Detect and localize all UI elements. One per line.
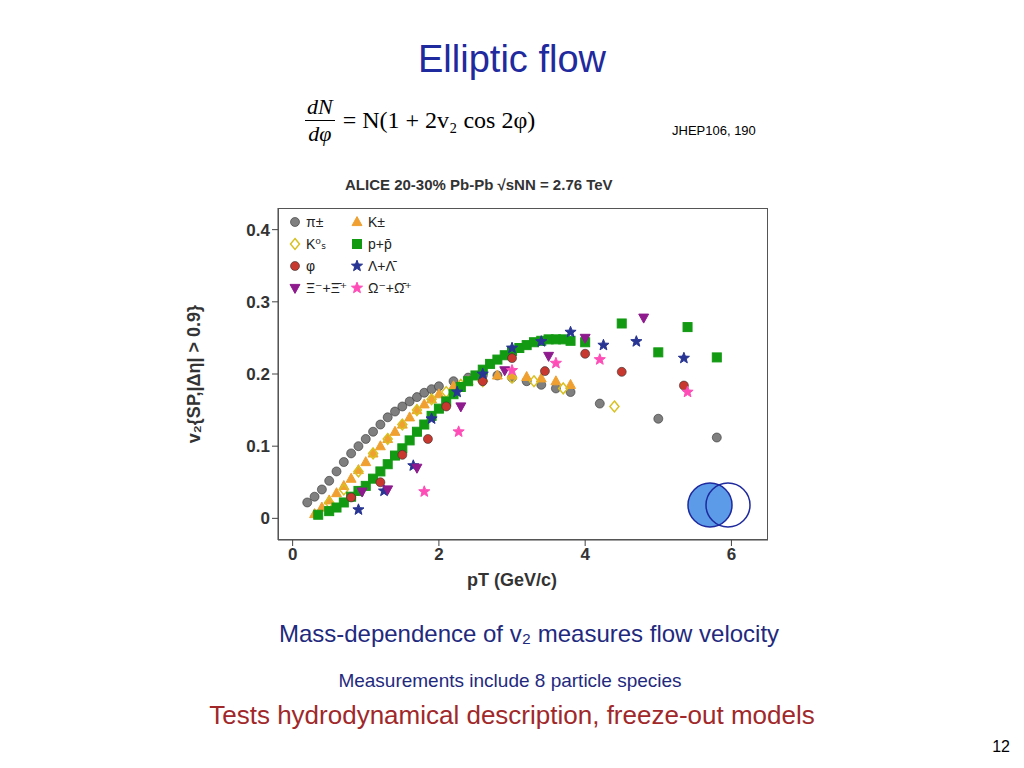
html-text:= N(1 + 2v₂ cos 2φ): = N(1 + 2v₂ cos 2φ) [342,107,536,133]
html-text:p+p̄: p+p̄ [368,236,392,252]
svg-text:0.1: 0.1 [246,437,270,456]
svg-text:0: 0 [288,545,297,564]
html-text:ALICE 20-30% Pb-Pb √sNN = 2.76: ALICE 20-30% Pb-Pb √sNN = 2.76 TeV [345,176,613,193]
svg-text:0.4: 0.4 [246,221,270,240]
svg-text:2: 2 [434,545,443,564]
html-text:K±: K± [368,214,385,230]
html-text:dN: dN [307,94,333,119]
html-text:JHEP106, 190: JHEP106, 190 [672,123,756,138]
html-text:φ: φ [306,258,316,274]
svg-text:v₂{SP,|Δη| > 0.9}: v₂{SP,|Δη| > 0.9} [184,305,204,443]
html-text:12: 12 [992,738,1010,755]
html-text:dφ: dφ [308,121,332,146]
html-text:Tests hydrodynamical descripti: Tests hydrodynamical description, freeze… [209,700,815,730]
svg-text:4: 4 [580,545,590,564]
html-text:Ξ⁻+Ξ̄⁺: Ξ⁻+Ξ̄⁺ [306,280,348,296]
html-text:K⁰ₛ: K⁰ₛ [306,236,327,252]
svg-text:0.2: 0.2 [246,365,270,384]
svg-text:0.3: 0.3 [246,293,270,312]
html-text:Elliptic flow: Elliptic flow [418,38,606,80]
html-text:Measurements include 8 particl: Measurements include 8 particle species [338,670,682,691]
html-text:Mass-dependence of v₂ measures: Mass-dependence of v₂ measures flow velo… [278,620,780,647]
html-text:Ω⁻+Ω̄⁺: Ω⁻+Ω̄⁺ [368,280,412,296]
html-text:π±: π± [306,214,324,230]
svg-text:0: 0 [261,509,270,528]
html-text:Λ+Λ̄: Λ+Λ̄ [368,258,395,274]
svg-text:pT (GeV/c): pT (GeV/c) [467,570,557,590]
svg-text:6: 6 [727,545,736,564]
